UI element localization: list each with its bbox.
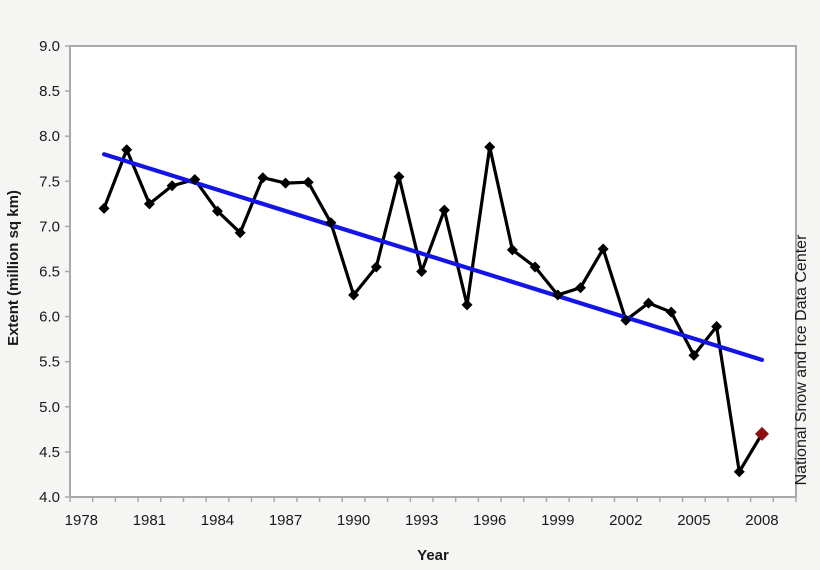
x-tick-label-1984: 1984 [201, 512, 234, 529]
data-point-1995 [461, 299, 473, 311]
data-point-1987 [280, 177, 292, 189]
y-tick-label-4.0: 4.0 [39, 489, 60, 506]
data-point-1984 [211, 205, 223, 217]
x-tick-label-1987: 1987 [269, 512, 302, 529]
data-point-2003 [643, 297, 655, 309]
data-point-1980 [121, 144, 133, 156]
data-point-1994 [438, 204, 450, 216]
y-tick-label-5.5: 5.5 [39, 354, 60, 371]
x-tick-label-1990: 1990 [337, 512, 370, 529]
y-tick-label-9.0: 9.0 [39, 38, 60, 55]
x-axis-title: Year [417, 547, 449, 564]
data-point-1985 [234, 227, 246, 239]
y-tick-label-4.5: 4.5 [39, 444, 60, 461]
x-tick-label-1999: 1999 [541, 512, 574, 529]
data-point-2001 [597, 243, 609, 255]
x-tick-label-1978: 1978 [65, 512, 98, 529]
data-point-1990 [348, 289, 360, 301]
data-point-2007 [733, 466, 745, 478]
highlight-point-2008 [754, 426, 769, 441]
trend-line [101, 152, 765, 362]
data-point-1983 [189, 173, 201, 185]
data-point-1992 [393, 171, 405, 183]
x-tick-label-2002: 2002 [609, 512, 642, 529]
x-tick-label-1996: 1996 [473, 512, 506, 529]
y-tick-label-8.5: 8.5 [39, 83, 60, 100]
data-point-1991 [370, 261, 382, 273]
plot-area [69, 45, 797, 498]
y-tick-label-5.0: 5.0 [39, 399, 60, 416]
y-tick-label-6.0: 6.0 [39, 309, 60, 326]
y-tick-label-8.0: 8.0 [39, 128, 60, 145]
data-point-2002 [620, 314, 632, 326]
x-tick-label-1981: 1981 [133, 512, 166, 529]
data-point-1993 [416, 266, 428, 277]
data-point-1996 [484, 141, 496, 153]
x-tick-label-1993: 1993 [405, 512, 438, 529]
data-point-1986 [257, 172, 269, 184]
data-point-1988 [302, 176, 314, 188]
data-point-1989 [325, 217, 337, 229]
y-tick-label-7.0: 7.0 [39, 218, 60, 235]
data-point-1982 [166, 180, 178, 192]
data-point-1999 [552, 289, 564, 301]
y-axis-title: Extent (million sq km) [5, 190, 22, 346]
x-tick-label-2005: 2005 [677, 512, 710, 529]
y-tick-label-7.5: 7.5 [39, 173, 60, 190]
data-point-2006 [711, 321, 723, 333]
x-tick-label-2008: 2008 [745, 512, 778, 529]
data-point-1981 [143, 198, 155, 210]
data-point-2005 [688, 349, 700, 361]
y-tick-label-6.5: 6.5 [39, 264, 60, 281]
data-point-2004 [665, 306, 677, 318]
data-point-1998 [529, 261, 541, 273]
data-point-1997 [506, 244, 518, 256]
highlight-connector-line [737, 432, 764, 474]
right-caption: National Snow and Ice Data Center [793, 234, 810, 485]
data-point-2000 [574, 282, 586, 294]
data-point-1979 [98, 202, 110, 214]
